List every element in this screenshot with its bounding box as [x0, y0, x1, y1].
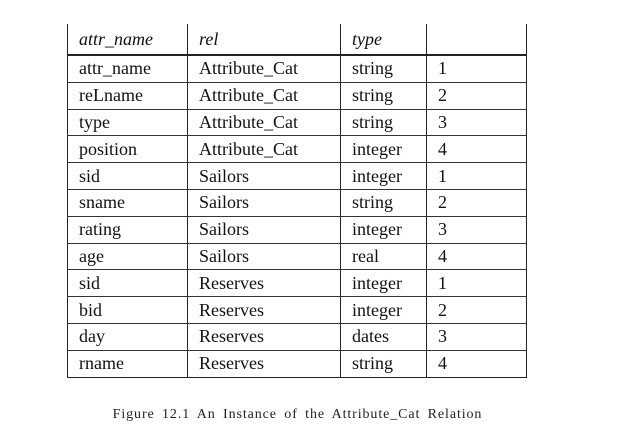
cell-position: 4: [426, 243, 527, 271]
header-position: [426, 24, 527, 56]
cell-rel: Attribute_Cat: [187, 135, 341, 164]
cell-type: string: [340, 82, 427, 110]
cell-type: string: [340, 55, 427, 83]
cell-position: 3: [426, 323, 527, 351]
cell-rel: Sailors: [187, 189, 341, 217]
cell-position: 2: [426, 189, 527, 217]
table-row: sname Sailors string 2: [67, 189, 527, 217]
cell-position: 1: [426, 55, 527, 83]
cell-rel: Attribute_Cat: [187, 82, 341, 110]
table-row: type Attribute_Cat string 3: [67, 109, 527, 137]
cell-attr-name: day: [67, 323, 188, 351]
cell-rel: Reserves: [187, 269, 341, 298]
cell-position: 2: [426, 296, 527, 324]
header-row: attr_name rel type: [67, 24, 527, 56]
cell-position: 3: [426, 109, 527, 137]
cell-type: string: [340, 109, 427, 137]
cell-attr-name: rname: [67, 350, 188, 378]
table-row: age Sailors real 4: [67, 243, 527, 271]
cell-attr-name: position: [67, 135, 188, 164]
table-row: sid Sailors integer 1: [67, 162, 527, 190]
cell-attr-name: rating: [67, 216, 188, 244]
cell-attr-name: type: [67, 109, 188, 137]
cell-attr-name: sid: [67, 269, 188, 298]
cell-attr-name: sname: [67, 189, 188, 217]
cell-attr-name: bid: [67, 296, 188, 324]
cell-rel: Attribute_Cat: [187, 109, 341, 137]
cell-type: integer: [340, 216, 427, 244]
cell-rel: Sailors: [187, 162, 341, 190]
table-row: reLname Attribute_Cat string 2: [67, 82, 527, 110]
cell-rel: Attribute_Cat: [187, 55, 341, 83]
header-type: type: [340, 24, 427, 56]
table-row: rname Reserves string 4: [67, 350, 527, 378]
cell-type: string: [340, 189, 427, 217]
cell-position: 1: [426, 162, 527, 190]
table-row: rating Sailors integer 3: [67, 216, 527, 244]
figure-caption: Figure 12.1 An Instance of the Attribute…: [112, 407, 483, 422]
catalog-table-container: attr_name rel type attr_name Attribute_Ca…: [67, 24, 527, 378]
cell-type: integer: [340, 269, 427, 298]
cell-rel: Sailors: [187, 216, 341, 244]
cell-rel: Reserves: [187, 296, 341, 324]
cell-attr-name: sid: [67, 162, 188, 190]
table-body: attr_name Attribute_Cat string 1 reLname Attr…: [67, 55, 527, 378]
table-row: day Reserves dates 3: [67, 323, 527, 351]
cell-rel: Sailors: [187, 243, 341, 271]
cell-type: real: [340, 243, 427, 271]
cell-position: 4: [426, 135, 527, 164]
table-row: bid Reserves integer 2: [67, 296, 527, 324]
cell-attr-name: age: [67, 243, 188, 271]
table-row: position Attribute_Cat integer 4: [67, 135, 527, 164]
cell-position: 1: [426, 269, 527, 298]
table-row: attr_name Attribute_Cat string 1: [67, 55, 527, 83]
attribute-cat-table: attr_name rel type attr_name Attribute_Ca…: [67, 24, 527, 378]
cell-position: 3: [426, 216, 527, 244]
cell-type: integer: [340, 135, 427, 164]
cell-rel: Reserves: [187, 323, 341, 351]
cell-type: integer: [340, 162, 427, 190]
cell-position: 2: [426, 82, 527, 110]
cell-attr-name: attr_name: [67, 55, 188, 83]
cell-type: dates: [340, 323, 427, 351]
cell-position: 4: [426, 350, 527, 378]
table-row: sid Reserves integer 1: [67, 269, 527, 298]
header-rel: rel: [187, 24, 341, 56]
cell-attr-name: reLname: [67, 82, 188, 110]
cell-rel: Reserves: [187, 350, 341, 378]
cell-type: integer: [340, 296, 427, 324]
header-attr-name: attr_name: [67, 24, 188, 56]
cell-type: string: [340, 350, 427, 378]
